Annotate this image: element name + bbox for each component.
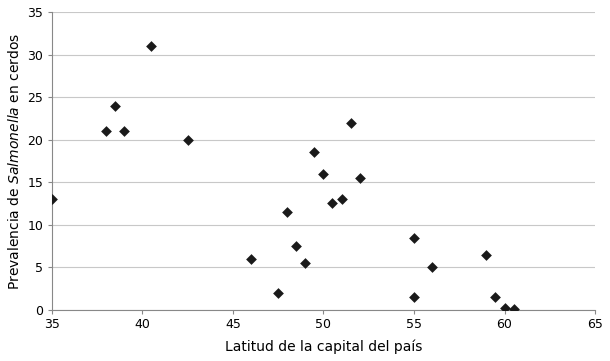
Point: [481, 252, 491, 257]
Point: [292, 243, 301, 249]
Point: [309, 149, 319, 155]
Point: [246, 256, 256, 262]
Point: [355, 175, 365, 181]
Point: [337, 196, 346, 202]
Point: [346, 120, 356, 126]
Point: [101, 128, 111, 134]
X-axis label: Latitud de la capital del país: Latitud de la capital del país: [224, 340, 422, 354]
Point: [409, 294, 419, 300]
Point: [282, 209, 292, 215]
Point: [182, 137, 192, 143]
Point: [427, 265, 437, 270]
Point: [318, 171, 328, 177]
Point: [110, 103, 120, 108]
Point: [146, 43, 156, 49]
Point: [328, 201, 337, 206]
Point: [500, 305, 509, 311]
Point: [490, 294, 500, 300]
Point: [409, 235, 419, 240]
Point: [273, 290, 283, 296]
Point: [47, 196, 57, 202]
Y-axis label: Prevalencia de $\it{Salmonella}$ en cerdos: Prevalencia de $\it{Salmonella}$ en cerd…: [7, 32, 22, 290]
Point: [120, 128, 129, 134]
Point: [509, 306, 518, 312]
Point: [300, 260, 310, 266]
